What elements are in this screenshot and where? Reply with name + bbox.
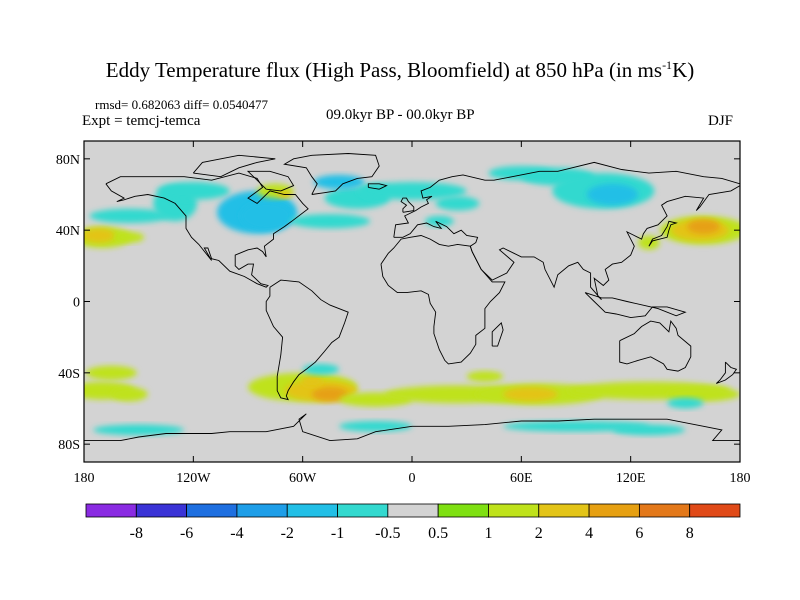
coastline-new-zealand bbox=[715, 361, 738, 384]
flux-region bbox=[93, 424, 185, 436]
lat-label: 0 bbox=[73, 296, 80, 311]
flux-region bbox=[313, 174, 365, 190]
coastline-greenland bbox=[283, 153, 380, 195]
lon-label: 60E bbox=[510, 471, 533, 486]
coastline-eurasia bbox=[393, 161, 740, 301]
colorbar-label: -4 bbox=[230, 525, 243, 542]
colorbar-label: 0.5 bbox=[428, 525, 448, 542]
flux-region bbox=[637, 235, 660, 250]
coastline-baffin bbox=[246, 170, 295, 192]
season-label: DJF bbox=[708, 113, 734, 129]
colorbar-swatch bbox=[337, 503, 389, 518]
flux-region bbox=[289, 214, 371, 229]
flux-region bbox=[339, 420, 412, 432]
lat-label: 40N bbox=[56, 224, 80, 239]
flux-region bbox=[85, 365, 137, 380]
flux-contours bbox=[84, 165, 740, 436]
colorbar-label: 6 bbox=[635, 525, 643, 542]
lat-label: 80N bbox=[56, 153, 80, 168]
coastline-antarctica bbox=[84, 413, 740, 442]
colorbar-swatch bbox=[588, 503, 640, 518]
flux-region bbox=[435, 196, 480, 211]
coastline-australia bbox=[619, 320, 692, 372]
colorbar: -8 -6 -4 -2 -1 -0.5 0.5 1 2 4 6 8 bbox=[85, 503, 741, 542]
flux-region bbox=[667, 387, 740, 402]
coastlines bbox=[84, 153, 740, 442]
colorbar-swatch bbox=[85, 503, 137, 518]
colorbar-label: 2 bbox=[535, 525, 543, 542]
flux-region bbox=[240, 201, 292, 231]
colorbar-swatch bbox=[387, 503, 439, 518]
flux-region bbox=[503, 420, 649, 432]
flux-region bbox=[667, 397, 704, 409]
colorbar-label: -1 bbox=[331, 525, 344, 542]
flux-region bbox=[89, 208, 170, 224]
flux-region bbox=[300, 376, 323, 388]
lon-label: 180 bbox=[730, 471, 751, 486]
colorbar-swatch bbox=[286, 503, 338, 518]
period-label: 09.0kyr BP - 00.0kyr BP bbox=[326, 107, 475, 123]
flux-region bbox=[503, 387, 558, 402]
longitude-labels: 180 120W 60W 0 60E 120E 180 bbox=[74, 471, 751, 486]
flux-region bbox=[687, 219, 720, 234]
coastline-north-america bbox=[105, 172, 309, 288]
colorbar-swatch bbox=[538, 503, 590, 518]
coastline-africa bbox=[380, 235, 506, 365]
coastline-iceland bbox=[367, 183, 388, 190]
flux-region bbox=[612, 424, 686, 436]
lat-label: 80S bbox=[58, 438, 80, 453]
coastline-madagascar bbox=[491, 322, 504, 347]
colorbar-label: -2 bbox=[281, 525, 294, 542]
colorbar-label: -8 bbox=[130, 525, 143, 542]
axis-ticks bbox=[83, 141, 741, 462]
coastline-japan bbox=[648, 220, 678, 247]
flux-region bbox=[84, 228, 115, 243]
lon-label: 180 bbox=[74, 471, 95, 486]
coastline-canadian-arctic bbox=[192, 154, 276, 178]
flux-region bbox=[302, 363, 340, 375]
colorbar-swatch bbox=[638, 503, 691, 518]
flux-region bbox=[156, 182, 230, 200]
colorbar-swatch bbox=[689, 503, 741, 518]
latitude-labels: 80N 40N 0 40S 80S bbox=[56, 153, 80, 453]
colorbar-swatch bbox=[488, 503, 540, 518]
coastline-great-britain bbox=[400, 197, 415, 213]
flux-region bbox=[111, 387, 148, 402]
coastline-indonesia bbox=[584, 292, 687, 319]
colorbar-swatch bbox=[437, 503, 489, 518]
colorbar-swatch bbox=[135, 503, 188, 518]
flux-region bbox=[114, 231, 145, 243]
experiment-label: Expt = temcj-temca bbox=[82, 113, 201, 129]
colorbar-label: -6 bbox=[180, 525, 193, 542]
flux-region bbox=[586, 183, 638, 206]
lat-label: 40S bbox=[58, 367, 80, 382]
lon-label: 120E bbox=[616, 471, 646, 486]
lon-label: 60W bbox=[289, 471, 317, 486]
colorbar-label: 8 bbox=[686, 525, 694, 542]
lon-label: 0 bbox=[409, 471, 416, 486]
stats-label: rmsd= 0.682063 diff= 0.0540477 bbox=[95, 97, 268, 112]
lon-label: 120W bbox=[176, 471, 211, 486]
flux-region bbox=[488, 165, 555, 181]
map-plot-area: 80N 40N 0 40S 80S 180 120W 60W 0 60E 120E 180 bbox=[56, 140, 751, 486]
coastline-south-america bbox=[265, 279, 349, 401]
flux-region bbox=[466, 371, 504, 382]
colorbar-label: -0.5 bbox=[375, 525, 400, 542]
flux-region bbox=[311, 387, 349, 402]
colorbar-label: 1 bbox=[484, 525, 492, 542]
colorbar-swatch bbox=[236, 503, 288, 518]
colorbar-swatch bbox=[186, 503, 238, 518]
colorbar-label: 4 bbox=[585, 525, 593, 542]
flux-region bbox=[424, 215, 454, 227]
map-title: Eddy Temperature flux (High Pass, Bloomf… bbox=[105, 58, 695, 82]
